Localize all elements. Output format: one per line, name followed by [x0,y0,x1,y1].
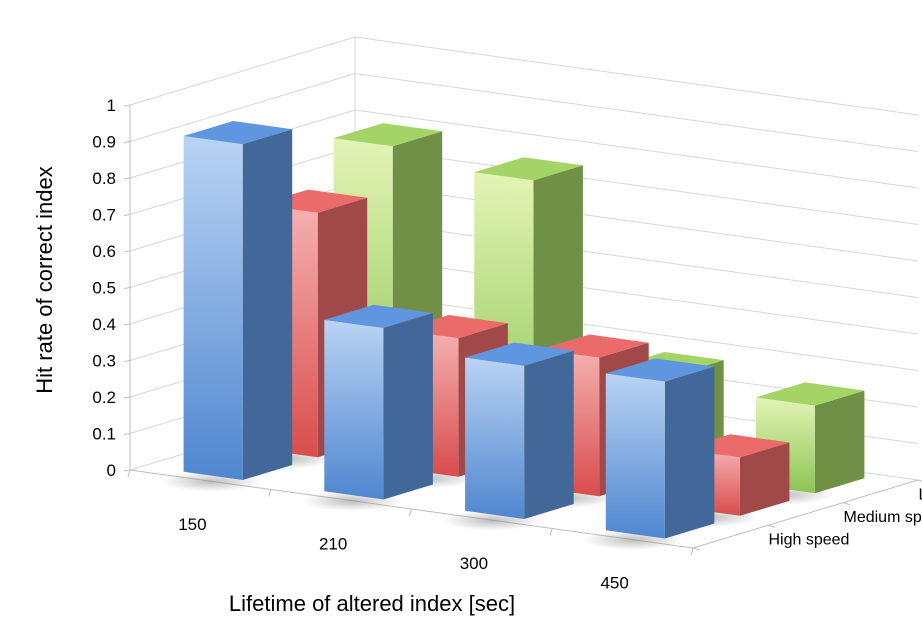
y-tick-mark [123,433,131,435]
bar-top [755,382,865,406]
y-tick-label: 0 [107,461,116,480]
bar-front [465,357,525,519]
y-tick-label: 0.8 [92,169,116,188]
depth-tick-mark [917,479,922,482]
depth-tick-mark [692,547,701,551]
bar-side [814,390,865,494]
bar-top [324,304,433,328]
depth-tick-label: Medium speed [844,509,922,526]
bar-side [242,129,293,480]
y-tick-mark [123,287,131,289]
bar-side [739,442,790,516]
x-tick-label: 300 [460,554,488,573]
bar-top [333,123,443,147]
y-tick-label: 0.1 [92,425,116,444]
bar-front [183,136,243,480]
y-tick-mark [123,360,131,362]
y-tick-label: 0.6 [92,242,116,261]
bars [160,121,865,551]
bar-side [383,313,433,500]
x-tick-mark [127,469,131,478]
y-tick-label: 0.5 [92,279,116,298]
x-tick-label: 150 [178,515,206,534]
depth-axis-line [692,479,919,549]
y-tick-label: 0.4 [92,315,116,334]
y-tick-label: 1 [107,96,116,115]
y-tick-label: 0.9 [92,133,116,152]
y-tick-mark [123,141,131,143]
bar [160,121,293,492]
bar [301,304,433,512]
bar [442,342,574,531]
x-tick-label: 210 [319,534,347,553]
x-tick-mark [690,547,694,556]
depth-tick-mark [842,502,851,506]
y-tick-label: 0.2 [92,388,116,407]
x-tick-mark [409,508,412,517]
bar-front [324,319,384,500]
bar-top [183,121,293,145]
depth-tick-label: High speed [769,532,850,549]
y-tick-mark [123,250,131,253]
bar-top [605,358,715,382]
y-tick-label: 0.7 [92,206,116,225]
labels: 0 0.1 0.2 0.3 0.4 0.5 0.6 0.7 0.8 0.9 1 150 210 300 45… [92,96,922,592]
depth-tick-label: Low speed [919,486,922,503]
x-tick-mark [268,489,272,497]
y-tick-mark [123,177,131,180]
y-tick-mark [123,469,131,472]
depth-tick-mark [767,524,776,528]
x-tick-mark [549,528,553,536]
bar-front [605,373,665,539]
y-tick-mark [123,396,131,399]
bar-side [524,350,574,519]
y-tick-label: 0.3 [92,352,116,371]
x-tick-label: 450 [600,573,628,592]
y-axis-title: Hit rate of correct index [32,166,57,393]
bar-top [474,157,583,181]
bar [583,358,715,551]
bar-side [664,366,715,539]
y-tick-mark [123,323,131,326]
y-tick-mark [123,104,131,107]
y-tick-mark [123,214,131,216]
bar-top [465,342,574,366]
gridline [129,36,919,116]
x-axis-title: Lifetime of altered index [sec] [229,591,515,616]
